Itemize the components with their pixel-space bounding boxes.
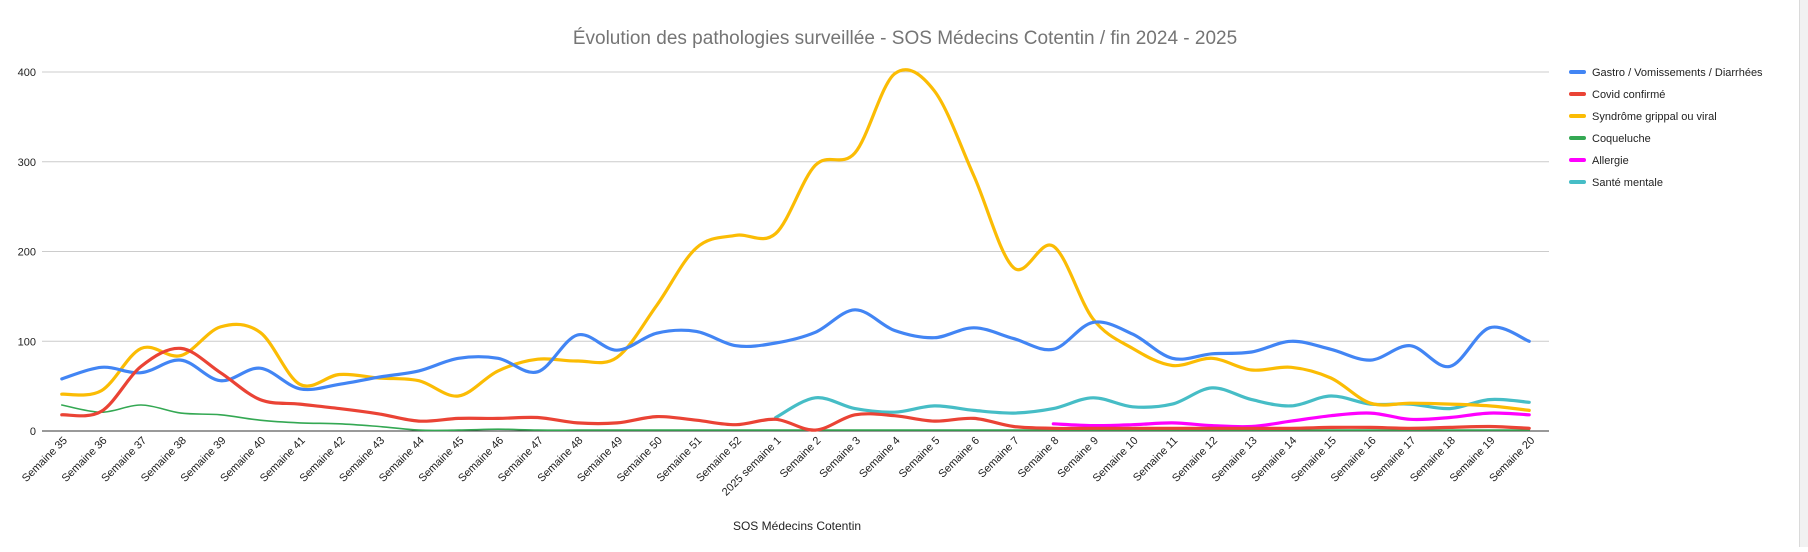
legend-item[interactable]: Covid confirmé [1569,89,1665,101]
series-line-coqueluche [61,404,1530,432]
chart-title: Évolution des pathologies surveillée - S… [573,28,1237,49]
legend-label: Covid confirmé [1592,89,1665,101]
vertical-scrollbar[interactable] [1799,0,1808,547]
legend-label: Santé mentale [1592,177,1663,189]
y-tick-label: 400 [18,67,36,79]
series-line-gastro-vomissements-diarrhees [60,308,1531,392]
y-tick-label: 200 [18,247,36,259]
legend-item[interactable]: Syndrôme grippal ou viral [1569,111,1717,123]
legend-item[interactable]: Coqueluche [1569,133,1651,145]
legend-label: Allergie [1592,155,1629,167]
x-axis-title: SOS Médecins Cotentin [733,519,861,533]
legend-label: Syndrôme grippal ou viral [1592,111,1717,123]
legend[interactable]: Gastro / Vomissements / Diarrhées Covid c… [1569,67,1763,189]
gridlines [42,71,1549,432]
series-line-allergie [1051,411,1531,429]
series-line-syndrome-grippal-ou-viral [60,68,1531,412]
y-tick-label: 300 [18,157,36,169]
legend-item[interactable]: Allergie [1569,155,1629,167]
series-lines [60,68,1531,432]
y-axis-ticks: 0 100 200 300 400 [18,67,36,438]
y-tick-label: 0 [30,426,36,438]
y-tick-label: 100 [18,336,36,348]
legend-label: Coqueluche [1592,133,1651,145]
legend-item[interactable]: Santé mentale [1569,177,1663,189]
series-line-covid-confirme [60,346,1531,432]
legend-item[interactable]: Gastro / Vomissements / Diarrhées [1569,67,1763,79]
legend-label: Gastro / Vomissements / Diarrhées [1592,67,1763,79]
